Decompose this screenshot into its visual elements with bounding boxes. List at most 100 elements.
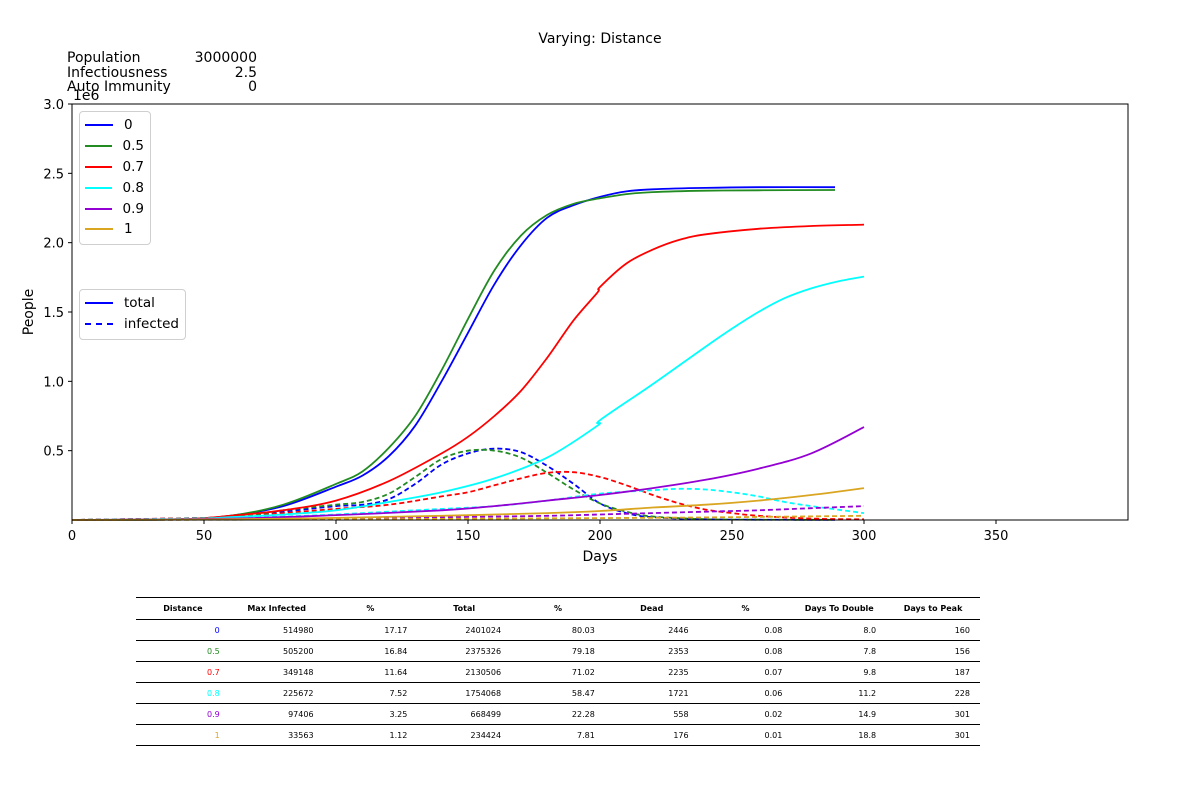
legend-line xyxy=(85,207,112,210)
series-total-line xyxy=(71,275,865,521)
header-max-infected: Max Infected xyxy=(229,597,324,620)
table-cell: 187 xyxy=(886,661,980,683)
table-cell: 17.17 xyxy=(323,619,418,641)
header-days-to-peak: Days to Peak xyxy=(886,597,980,620)
y-offset-label: 1e6 xyxy=(73,88,100,104)
legend-label: 0.8 xyxy=(122,179,144,196)
plot-frame xyxy=(71,103,1129,521)
table-cell: 228 xyxy=(886,682,980,704)
param-label: Infectiousness xyxy=(67,64,168,81)
table-row: 0.9 97406 3.25 668499 22.28 558 0.02 14.9 301 xyxy=(136,703,980,725)
legend-item: 0.9 xyxy=(85,198,144,219)
table-cell: 176 xyxy=(604,724,699,746)
series-total-line xyxy=(71,189,836,521)
x-tick-label: 350 xyxy=(984,529,1009,544)
line-style-legend: total infected xyxy=(79,289,186,340)
stats-table: Distance Max Infected % Total % Dead % D… xyxy=(136,597,980,746)
table-cell: 234424 xyxy=(417,724,512,746)
header-percent: % xyxy=(511,597,605,620)
table-cell: 79.18 xyxy=(511,640,605,662)
table-cell: 11.2 xyxy=(792,682,887,704)
table-cell: 7.52 xyxy=(323,682,418,704)
table-cell-distance: 0 xyxy=(136,619,230,641)
table-cell: 22.28 xyxy=(511,703,605,725)
y-tick-label: 1.0 xyxy=(43,375,64,390)
table-cell: 97406 xyxy=(229,703,324,725)
table-cell: 301 xyxy=(886,703,980,725)
y-tick-label: 3.0 xyxy=(43,98,64,113)
x-tick-label: 200 xyxy=(588,529,613,544)
table-cell-distance: 0.8 xyxy=(136,682,230,704)
param-value: 2.5 xyxy=(234,64,257,81)
table-cell: 0.08 xyxy=(698,619,793,641)
series-infected-line xyxy=(71,505,865,521)
chart-title: Varying: Distance xyxy=(538,31,661,47)
x-tick-label: 150 xyxy=(456,529,481,544)
table-cell: 58.47 xyxy=(511,682,605,704)
legend-label: total xyxy=(124,295,155,312)
legend-item: infected xyxy=(85,314,179,335)
table-cell: 7.8 xyxy=(792,640,887,662)
table-cell: 0.06 xyxy=(698,682,793,704)
table-cell: 0.02 xyxy=(698,703,793,725)
legend-label: infected xyxy=(124,316,179,333)
table-cell: 11.64 xyxy=(323,661,418,683)
table-cell: 2235 xyxy=(604,661,699,683)
table-body: 0 514980 17.17 2401024 80.03 2446 0.08 8.0 160 0.… xyxy=(136,619,980,746)
table-cell-distance: 0.5 xyxy=(136,640,230,662)
y-tick-label: 2.0 xyxy=(43,237,64,252)
table-cell: 2130506 xyxy=(417,661,512,683)
series-lines xyxy=(71,186,865,521)
param-value: 0 xyxy=(248,79,257,95)
series-infected-line xyxy=(71,470,865,521)
line-chart: Varying: Distance 1e6 0 50 100 150 200 250 300… xyxy=(21,31,1129,565)
table-cell: 1754068 xyxy=(417,682,512,704)
x-axis: 0 50 100 150 200 250 300 350 xyxy=(68,520,1009,544)
param-row: Infectiousness 2.5 xyxy=(67,64,257,81)
x-axis-label: Days xyxy=(583,549,618,565)
table-cell: 18.8 xyxy=(792,724,887,746)
table-cell: 3.25 xyxy=(323,703,418,725)
param-label: Population xyxy=(67,50,141,66)
y-axis-label: People xyxy=(21,289,37,336)
table-cell: 301 xyxy=(886,724,980,746)
legend-label: 0.9 xyxy=(122,200,144,217)
table-cell: 33563 xyxy=(229,724,324,746)
table-row: 0.5 505200 16.84 2375326 79.18 2353 0.08 7.8 156 xyxy=(136,640,980,662)
table-cell: 0.07 xyxy=(698,661,793,683)
table-cell: 9.8 xyxy=(792,661,887,683)
legend-item: total xyxy=(85,293,179,314)
legend-line xyxy=(85,186,112,189)
table-row: 0.7 349148 11.64 2130506 71.02 2235 0.07 9.8 187 xyxy=(136,661,980,683)
table-header-row: Distance Max Infected % Total % Dead % D… xyxy=(136,597,980,620)
header-percent: % xyxy=(323,597,418,620)
y-tick-label: 1.5 xyxy=(43,306,64,321)
table-cell: 2375326 xyxy=(417,640,512,662)
y-axis: 0.5 1.0 1.5 2.0 2.5 3.0 xyxy=(43,98,72,460)
table-cell: 7.81 xyxy=(511,724,605,746)
header-days-to-double: Days To Double xyxy=(792,597,887,620)
series-total-line xyxy=(71,487,865,521)
table-cell: 514980 xyxy=(229,619,324,641)
param-row: Population 3000000 xyxy=(67,51,257,66)
legend-line-solid xyxy=(85,302,113,305)
x-tick-label: 250 xyxy=(720,529,745,544)
legend-label: 1 xyxy=(124,221,133,238)
table-cell: 0.01 xyxy=(698,724,793,746)
table-cell: 668499 xyxy=(417,703,512,725)
table-cell-distance: 1 xyxy=(136,724,230,746)
legend-label: 0.5 xyxy=(122,138,144,155)
table-cell: 8.0 xyxy=(792,619,887,641)
table-cell: 2353 xyxy=(604,640,699,662)
table-cell: 1.12 xyxy=(323,724,418,746)
legend-item: 0.7 xyxy=(85,157,144,178)
table-cell: 505200 xyxy=(229,640,324,662)
param-row: Auto Immunity 0 xyxy=(67,80,257,95)
series-legend: 0 0.5 0.7 0.8 0.9 1 xyxy=(79,111,151,245)
table-cell: 2446 xyxy=(604,619,699,641)
header-percent: % xyxy=(698,597,793,620)
header-total: Total xyxy=(417,597,512,620)
table-cell: 225672 xyxy=(229,682,324,704)
legend-label: 0 xyxy=(124,117,133,134)
param-label: Auto Immunity xyxy=(67,79,171,95)
